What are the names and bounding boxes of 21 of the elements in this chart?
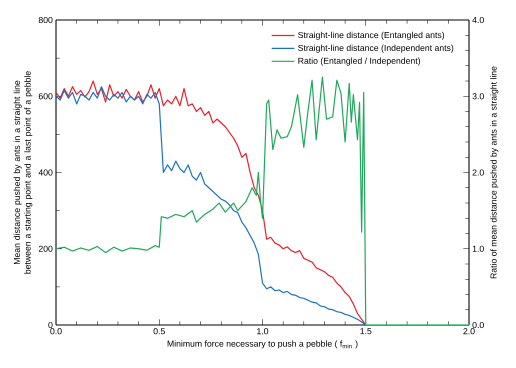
- y-tick-label: 600: [38, 93, 52, 100]
- y-tick-label: 0: [48, 322, 53, 328]
- y-axis-title: Mean distance pushed by ants in a straight line between a starting point and a last point of a pebble: [14, 71, 32, 274]
- y2-tick-label: 4.0: [472, 16, 484, 24]
- legend-label: Straight-line distance (Entangled ants): [298, 32, 444, 40]
- y2-tick-label: 0.0: [472, 322, 484, 328]
- legend-label: Straight-line distance (Independent ants): [298, 44, 454, 53]
- y2-axis-title: Ratio of mean distance pushed by ants in a straight line: [490, 66, 498, 278]
- x-axis-title: Minimum force necessary to push a pebble ( f$_{min}$ ): [168, 340, 358, 348]
- x-tick-label: 0.5: [154, 328, 165, 334]
- x-tick-label: 1.0: [257, 328, 268, 334]
- x-tick-label: 1.5: [360, 328, 372, 334]
- x-tick-label: 2.0: [463, 328, 475, 334]
- y2-tick-label: 3.0: [472, 93, 484, 100]
- y2-tick-label: 2.0: [472, 169, 484, 176]
- x-tick-label: 0.0: [50, 328, 62, 334]
- y-tick-label: 200: [38, 246, 52, 252]
- y-tick-label: 800: [38, 16, 52, 24]
- y2-tick-label: 1.0: [472, 246, 484, 252]
- y-tick-label: 400: [38, 169, 52, 176]
- legend-label: Ratio (Entangled / Independent): [298, 58, 420, 66]
